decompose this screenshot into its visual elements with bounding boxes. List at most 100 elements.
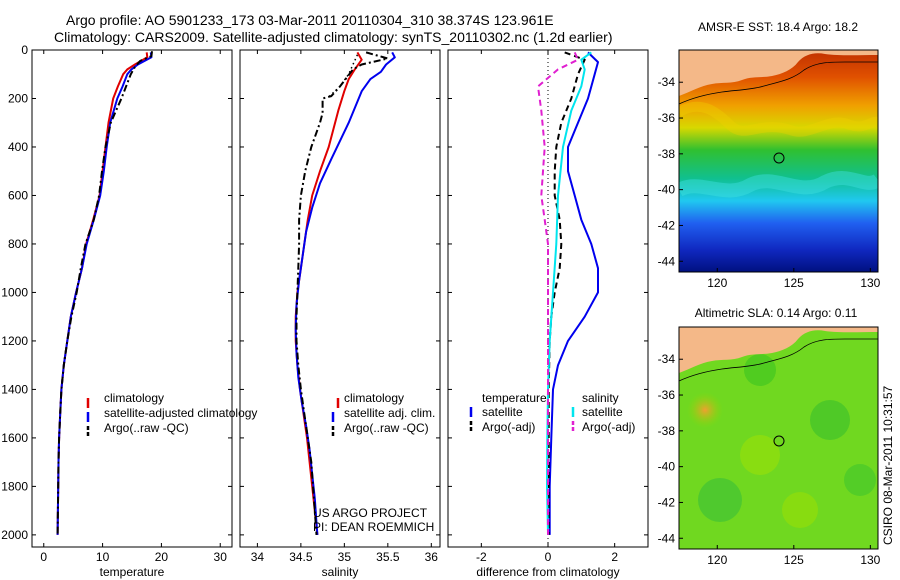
salinity-legend: climatology satellite adj. clim. Argo(..… — [331, 391, 435, 436]
legend-label: Argo(-adj) — [482, 420, 535, 434]
sla-map — [679, 327, 878, 549]
sst-field — [679, 50, 878, 272]
x-tick-label: 30 — [214, 550, 228, 564]
legend-label: Argo(..raw -QC) — [104, 421, 189, 435]
legend-label: climatology — [104, 391, 164, 405]
series-climatology — [294, 51, 363, 536]
temperature-panel — [31, 49, 233, 548]
map-x-tick-label: 120 — [707, 553, 727, 567]
x-tick-label: 0 — [40, 550, 47, 564]
map-x-tick-label: 125 — [784, 553, 804, 567]
map-y-tick-label: -40 — [658, 460, 676, 474]
y-tick-label: 0 — [21, 43, 28, 57]
map-y-tick-label: -44 — [658, 254, 676, 268]
map-y-tick-label: -34 — [658, 352, 676, 366]
x-tick-label: 2 — [611, 550, 618, 564]
sst-warm-band — [679, 101, 878, 137]
legend-label: Argo(-adj) — [582, 420, 635, 434]
temperature-legend: climatology satellite-adjusted climatolo… — [86, 391, 257, 436]
legend-label: satellite — [482, 405, 523, 419]
x-tick-label: 20 — [155, 550, 169, 564]
map-y-tick-label: -40 — [658, 183, 676, 197]
project-note-line1: US ARGO PROJECT — [313, 506, 428, 520]
map-axes: -34 -36 -38 -40 -42 -44 120 125 130 -34 -36 -38 -40 -… — [658, 75, 881, 567]
series-salinity-argo-adj — [537, 51, 579, 535]
series-temperature-argo-adj — [547, 51, 586, 535]
figure-title: Argo profile: AO 5901233_173 03-Mar-2011… — [66, 12, 554, 28]
sla-anomaly — [844, 464, 876, 496]
y-tick-label: 1600 — [1, 431, 28, 445]
sla-anomaly-high — [687, 392, 723, 428]
map-x-tick-label: 125 — [784, 276, 804, 290]
x-axis-label: salinity — [322, 565, 359, 579]
y-tick-label: 2000 — [1, 528, 28, 542]
sla-anomaly — [744, 354, 776, 386]
series-satellite-adj-clim — [294, 51, 396, 535]
sst-cool-band — [679, 171, 878, 198]
sla-contour — [679, 338, 878, 382]
legend-label: satellite adj. clim. — [344, 406, 435, 420]
x-tick-label: 0 — [545, 550, 552, 564]
sla-land — [679, 327, 878, 373]
x-tick-label: -2 — [476, 550, 487, 564]
y-tick-label: 400 — [8, 140, 28, 154]
legend-label: Argo(..raw -QC) — [344, 421, 429, 435]
sst-land — [679, 50, 878, 96]
sla-map-title: Altimetric SLA: 0.14 Argo: 0.11 — [695, 306, 858, 320]
map-y-tick-label: -44 — [658, 531, 676, 545]
sla-anomaly — [810, 400, 850, 440]
legend-label: satellite-adjusted climatology — [104, 406, 257, 420]
map-y-tick-label: -38 — [658, 424, 676, 438]
y-tick-label: 1400 — [1, 382, 28, 396]
map-y-tick-label: -34 — [658, 75, 676, 89]
side-label: CSIRO 08-Mar-2011 10:31:57 — [881, 385, 895, 545]
x-tick-label: 10 — [96, 550, 110, 564]
sla-anomaly — [740, 435, 780, 475]
x-axis-label: temperature — [100, 565, 165, 579]
y-tick-label: 1800 — [1, 479, 28, 493]
y-tick-label: 1000 — [1, 285, 28, 299]
y-tick-label: 800 — [8, 237, 28, 251]
temperature-plot: 0 200 400 600 800 1000 1200 1400 1600 1800 2000 0 10… — [1, 43, 232, 579]
series-temperature-satellite — [548, 51, 599, 535]
series-argo-raw-qc — [56, 51, 153, 535]
difference-legend: temperature salinity satellite Argo(-adj… — [469, 391, 635, 434]
y-tick-label: 200 — [8, 91, 28, 105]
map-y-tick-label: -38 — [658, 147, 676, 161]
legend-label: climatology — [344, 391, 404, 405]
x-tick-label: 34 — [251, 550, 265, 564]
sla-anomaly — [782, 492, 818, 528]
salinity-panel — [239, 49, 441, 548]
map-y-tick-label: -36 — [658, 111, 676, 125]
salinity-plot: 34 34.5 35 35.5 36 salinity — [240, 49, 440, 579]
x-axis-label: difference from climatology — [476, 565, 619, 579]
x-tick-label: 36 — [425, 550, 439, 564]
series-satellite-adjusted-climatology — [56, 52, 153, 535]
map-y-tick-label: -36 — [658, 388, 676, 402]
legend-header-salinity: salinity — [582, 391, 619, 405]
project-note-line2: PI: DEAN ROEMMICH — [313, 520, 434, 534]
map-y-tick-label: -42 — [658, 495, 676, 509]
map-y-tick-label: -42 — [658, 218, 676, 232]
series-argo-raw-qc — [295, 51, 389, 535]
map-x-tick-label: 130 — [860, 276, 880, 290]
series-argo-dotted — [326, 54, 359, 100]
sst-map-frame — [678, 49, 879, 273]
legend-header-temperature: temperature — [482, 391, 547, 405]
sst-argo-marker — [773, 152, 785, 164]
sla-map-frame — [678, 326, 879, 550]
sst-contour — [679, 61, 878, 105]
series-climatology — [56, 52, 149, 535]
x-tick-label: 34.5 — [289, 550, 313, 564]
sla-argo-marker — [773, 435, 785, 447]
y-tick-label: 1200 — [1, 334, 28, 348]
figure-subtitle: Climatology: CARS2009. Satellite-adjuste… — [54, 29, 612, 45]
series-salinity-satellite — [546, 51, 592, 535]
y-tick-label: 600 — [8, 188, 28, 202]
sla-anomaly — [698, 478, 742, 522]
x-tick-label: 35.5 — [376, 550, 400, 564]
sst-map — [679, 50, 878, 272]
x-tick-label: 35 — [338, 550, 352, 564]
